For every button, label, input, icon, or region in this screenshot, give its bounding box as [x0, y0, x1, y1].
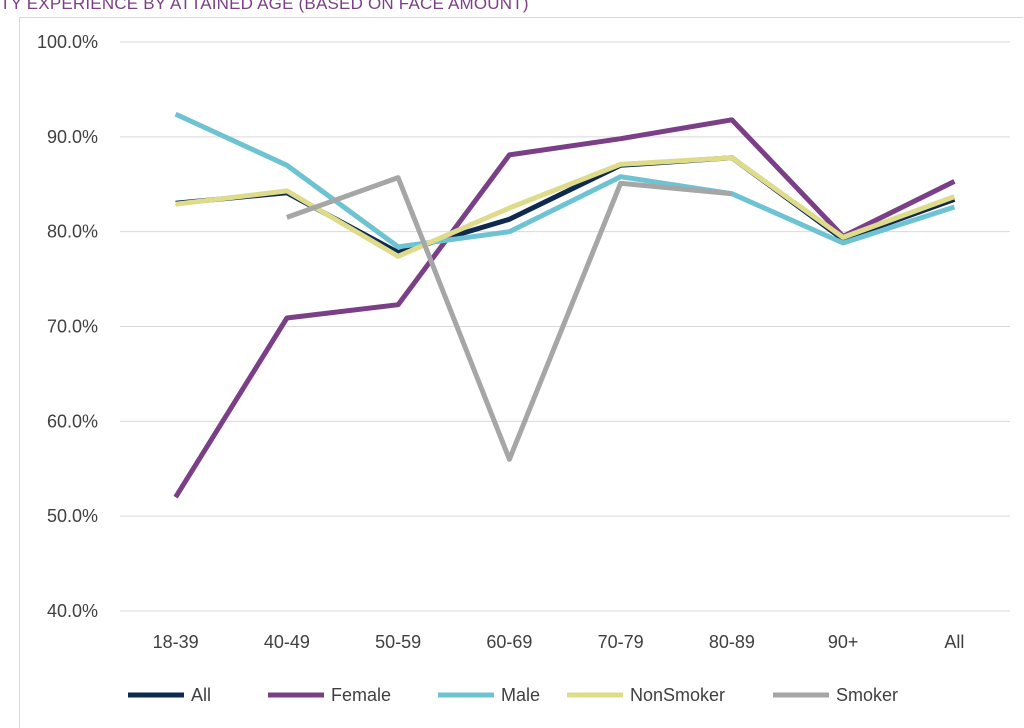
series-line-female	[173, 117, 956, 499]
legend-label-all: All	[191, 685, 211, 705]
x-tick-label: 90+	[828, 632, 859, 652]
x-tick-label: 50-59	[375, 632, 421, 652]
x-tick-label: 70-79	[598, 632, 644, 652]
series-line-male	[174, 111, 956, 250]
legend: All Female Male NonSmoker Smoker	[128, 685, 898, 705]
gridlines	[120, 41, 1010, 612]
y-tick-label: 80.0%	[47, 222, 98, 242]
series-line-smoker	[286, 175, 733, 462]
y-axis-tick-labels: 40.0% 50.0% 60.0% 70.0% 80.0% 90.0% 100.0%	[37, 32, 98, 621]
y-tick-label: 50.0%	[47, 506, 98, 526]
legend-label-smoker: Smoker	[836, 685, 898, 705]
y-tick-label: 100.0%	[37, 32, 98, 52]
legend-label-male: Male	[501, 685, 540, 705]
x-tick-label: 40-49	[264, 632, 310, 652]
x-tick-label: All	[944, 632, 964, 652]
chart-frame	[19, 17, 1023, 728]
y-tick-label: 40.0%	[47, 601, 98, 621]
y-tick-label: 90.0%	[47, 127, 98, 147]
y-tick-label: 70.0%	[47, 317, 98, 337]
chart-title: TY EXPERIENCE BY ATTAINED AGE (BASED ON …	[0, 0, 529, 13]
y-tick-label: 60.0%	[47, 411, 98, 431]
legend-label-female: Female	[331, 685, 391, 705]
x-tick-label: 80-89	[709, 632, 755, 652]
x-tick-label: 18-39	[153, 632, 199, 652]
legend-label-nonsmoker: NonSmoker	[630, 685, 725, 705]
x-tick-label: 60-69	[486, 632, 532, 652]
x-axis-tick-labels: 18-39 40-49 50-59 60-69 70-79 80-89 90+ All	[153, 632, 965, 652]
series-lines	[173, 111, 956, 499]
series-line-nonsmoker	[175, 155, 956, 259]
